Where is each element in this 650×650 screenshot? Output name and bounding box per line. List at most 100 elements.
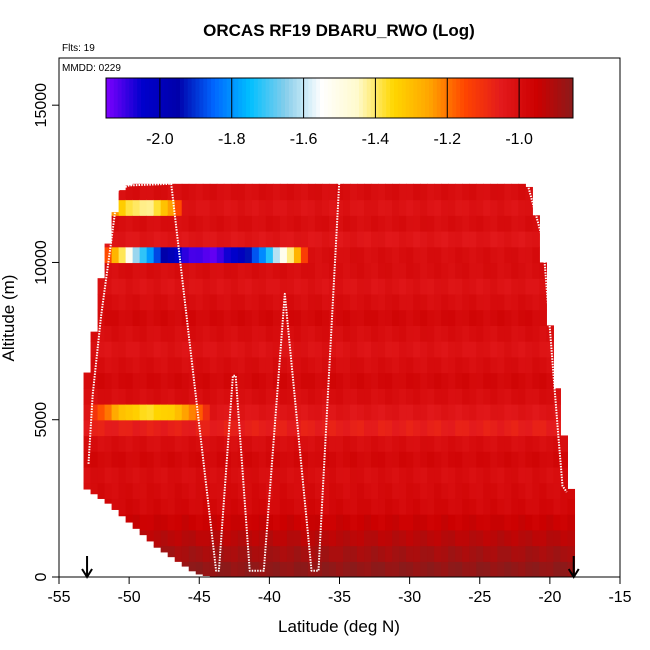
heatmap-cell (258, 183, 267, 201)
heatmap-cell (265, 498, 274, 515)
heatmap-cell (118, 309, 127, 326)
heatmap-cell (314, 419, 323, 437)
heatmap-cell (335, 466, 344, 484)
heatmap-cell (104, 404, 113, 421)
heatmap-cell (490, 246, 498, 264)
heatmap-cell (188, 404, 197, 421)
heatmap-cell (104, 482, 113, 499)
heatmap-cell (350, 183, 358, 201)
heatmap-cell (385, 404, 393, 421)
heatmap-cell (532, 514, 540, 531)
heatmap-cell (146, 325, 155, 342)
heatmap-cell (167, 529, 176, 547)
flight-track-line (87, 167, 568, 572)
heatmap-cell (532, 482, 540, 499)
heatmap-cell (420, 262, 428, 279)
colorbar-swatch (413, 78, 418, 118)
heatmap-cell (399, 419, 407, 437)
heatmap-cell (216, 278, 225, 295)
heatmap-cell (223, 419, 232, 437)
heatmap-cell (139, 246, 148, 264)
heatmap-cell (216, 388, 225, 405)
heatmap-cell (392, 435, 400, 452)
heatmap-cell (343, 482, 351, 499)
heatmap-cell (209, 498, 218, 515)
heatmap-cell (441, 482, 449, 499)
heatmap-cell (307, 231, 316, 248)
heatmap-cell (265, 466, 274, 484)
heatmap-cell (223, 341, 232, 358)
heatmap-cell (413, 215, 421, 232)
heatmap-cell (504, 561, 512, 577)
heatmap-cell (223, 498, 232, 515)
colorbar-swatch (456, 78, 461, 118)
heatmap-cell (300, 199, 309, 216)
heatmap-cell (434, 183, 442, 201)
heatmap-cell (202, 482, 211, 499)
heatmap-cell (328, 451, 337, 468)
colorbar-swatch (168, 78, 173, 118)
heatmap-cell (378, 309, 386, 326)
heatmap-cell (321, 262, 330, 279)
heatmap-cell (546, 529, 554, 547)
heatmap-cell (399, 262, 407, 279)
heatmap-cell (427, 231, 435, 248)
heatmap-cell (420, 215, 428, 232)
heatmap-cell (504, 545, 512, 562)
heatmap-cell (216, 404, 225, 421)
heatmap-cell (279, 388, 288, 405)
heatmap-cell (511, 262, 519, 279)
heatmap-cell (357, 215, 365, 232)
heatmap-cell (497, 215, 505, 232)
colorbar-swatch (475, 78, 481, 118)
heatmap-cell (104, 325, 113, 342)
heatmap-cell (371, 498, 379, 515)
heatmap-cell (392, 231, 400, 248)
heatmap-cell (413, 451, 421, 468)
heatmap-cell (174, 545, 183, 562)
heatmap-cell (265, 561, 274, 577)
heatmap-cell (343, 545, 351, 562)
heatmap-cell (539, 325, 547, 342)
heatmap-cell (118, 199, 127, 216)
heatmap-cell (328, 498, 337, 515)
heatmap-cell (462, 262, 470, 279)
heatmap-cell (532, 451, 540, 468)
heatmap-cell (350, 215, 358, 232)
heatmap-cell (209, 183, 218, 201)
heatmap-cell (328, 545, 337, 562)
x-axis-label: Latitude (deg N) (278, 617, 400, 636)
heatmap-cell (483, 199, 491, 216)
heatmap-cell (202, 388, 211, 405)
heatmap-cell (181, 514, 190, 531)
heatmap-cell (111, 231, 120, 248)
heatmap-cell (167, 293, 176, 311)
heatmap-cell (195, 183, 204, 201)
colorbar-swatch (214, 78, 220, 118)
heatmap-cell (125, 325, 134, 342)
heatmap-cell (525, 293, 533, 311)
heatmap-cell (195, 356, 204, 374)
heatmap-cell (251, 529, 260, 547)
colorbar-swatch (452, 78, 457, 118)
heatmap-cell (335, 514, 344, 531)
heatmap-cell (406, 451, 414, 468)
heatmap-cell (97, 451, 106, 468)
heatmap-cell (118, 451, 127, 468)
heatmap-cell (525, 341, 533, 358)
heatmap-cell (399, 372, 407, 389)
heatmap-cell (427, 262, 435, 279)
heatmap-cell (518, 278, 526, 295)
heatmap-cell (399, 278, 407, 295)
heatmap-cell (539, 466, 547, 484)
heatmap-cell (258, 404, 267, 421)
heatmap-cell (427, 419, 435, 437)
heatmap-cell (279, 231, 288, 248)
heatmap-cell (125, 199, 134, 216)
colorbar-swatch (506, 78, 512, 118)
heatmap-cell (223, 262, 232, 279)
heatmap-cell (160, 498, 169, 515)
heatmap-cell (371, 246, 379, 264)
heatmap-cell (546, 514, 554, 531)
heatmap-cell (504, 309, 512, 326)
